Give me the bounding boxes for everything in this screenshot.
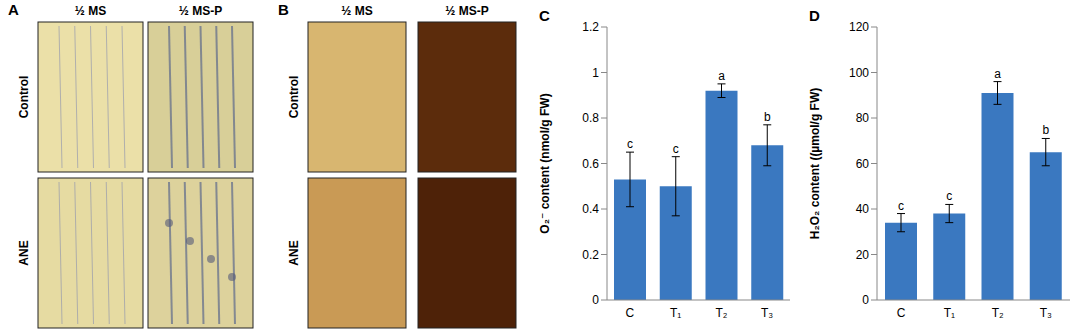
svg-text:½ MS-P: ½ MS-P	[445, 4, 488, 18]
svg-text:T₃: T₃	[761, 306, 773, 320]
svg-text:T₂: T₂	[992, 306, 1004, 320]
svg-text:½ MS-P: ½ MS-P	[179, 4, 222, 18]
svg-text:T₁: T₁	[944, 306, 955, 320]
svg-text:0.6: 0.6	[582, 157, 599, 171]
svg-text:T₂: T₂	[715, 306, 727, 320]
svg-text:0.2: 0.2	[582, 248, 599, 262]
svg-text:80: 80	[856, 111, 870, 125]
svg-text:a: a	[718, 69, 725, 83]
svg-text:0: 0	[592, 293, 599, 307]
svg-text:b: b	[1042, 123, 1049, 137]
svg-text:C: C	[626, 306, 635, 320]
svg-text:0.8: 0.8	[582, 111, 599, 125]
svg-text:Control: Control	[287, 76, 301, 119]
html-text:C: C	[539, 7, 550, 24]
svg-text:c: c	[627, 137, 633, 151]
svg-text:c: c	[673, 142, 679, 156]
svg-text:a: a	[994, 67, 1001, 81]
svg-text:100: 100	[849, 66, 869, 80]
svg-text:20: 20	[856, 248, 870, 262]
svg-text:60: 60	[856, 157, 870, 171]
svg-text:C: C	[897, 306, 906, 320]
svg-text:Control: Control	[17, 76, 31, 119]
svg-text:ANE: ANE	[287, 240, 301, 265]
svg-text:b: b	[764, 110, 771, 124]
svg-text:B: B	[278, 1, 289, 18]
svg-text:1.2: 1.2	[582, 20, 599, 34]
svg-text:A: A	[8, 1, 19, 18]
svg-text:1: 1	[592, 66, 599, 80]
svg-text:120: 120	[849, 20, 869, 34]
svg-text:0: 0	[862, 293, 869, 307]
svg-text:H₂O₂ content ((µmol/g FW): H₂O₂ content ((µmol/g FW)	[808, 88, 822, 240]
svg-text:40: 40	[856, 202, 870, 216]
svg-text:½ MS: ½ MS	[75, 4, 106, 18]
html-text:D: D	[809, 7, 820, 24]
svg-text:0.4: 0.4	[582, 202, 599, 216]
svg-text:O₂⁻ content (nmol/g FW): O₂⁻ content (nmol/g FW)	[538, 93, 552, 233]
svg-text:T₁: T₁	[670, 306, 681, 320]
svg-text:½ MS: ½ MS	[341, 4, 372, 18]
svg-text:ANE: ANE	[17, 240, 31, 265]
svg-text:T₃: T₃	[1040, 306, 1052, 320]
svg-text:c: c	[946, 189, 952, 203]
svg-text:c: c	[898, 199, 904, 213]
